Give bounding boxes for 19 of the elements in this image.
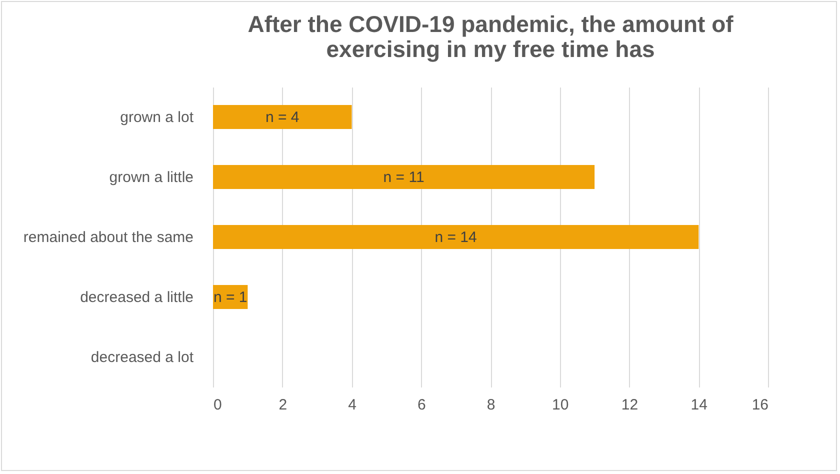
x-tick-label: 6 [417, 396, 426, 414]
x-tick-label: 2 [278, 396, 288, 414]
data-label: n = 14 [434, 229, 477, 246]
y-tick-label: decreased a lot [90, 349, 194, 366]
x-tick-label: 4 [348, 396, 356, 414]
y-tick-label: decreased a little [80, 289, 194, 306]
y-tick-label: remained about the same [23, 229, 194, 246]
x-tick-label: 14 [690, 396, 708, 414]
x-tick-label: 12 [621, 396, 638, 414]
data-label: n = 4 [265, 109, 300, 126]
y-tick-label: grown a little [109, 169, 194, 186]
x-tick-label: 16 [752, 396, 768, 414]
data-label: n = 1 [213, 289, 248, 306]
y-tick-label: grown a lot [120, 109, 194, 126]
chart-title: After the COVID-19 pandemic, the amount of exercising in my free time has [248, 11, 734, 62]
x-tick-label: 8 [486, 396, 496, 414]
data-label: n = 11 [383, 169, 424, 186]
x-tick-label: 10 [552, 396, 569, 414]
x-tick-label: 0 [214, 396, 222, 414]
